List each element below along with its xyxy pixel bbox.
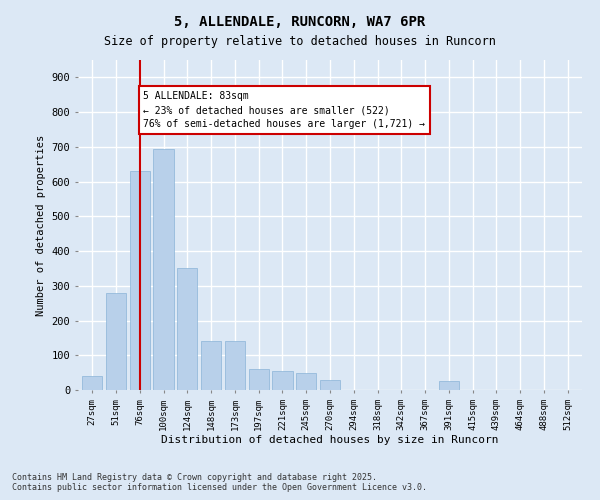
Bar [154,148,173,390]
Bar [248,369,269,390]
Y-axis label: Number of detached properties: Number of detached properties [36,134,46,316]
Bar [177,268,197,390]
Bar [225,342,245,390]
Bar [201,342,221,390]
Bar [82,376,103,390]
Bar [272,371,293,390]
Bar [106,292,126,390]
Bar [130,171,150,390]
Bar [320,380,340,390]
X-axis label: Distribution of detached houses by size in Runcorn: Distribution of detached houses by size … [161,436,499,446]
Text: Contains HM Land Registry data © Crown copyright and database right 2025.
Contai: Contains HM Land Registry data © Crown c… [12,473,427,492]
Text: 5, ALLENDALE, RUNCORN, WA7 6PR: 5, ALLENDALE, RUNCORN, WA7 6PR [175,15,425,29]
Text: Size of property relative to detached houses in Runcorn: Size of property relative to detached ho… [104,35,496,48]
Bar [296,372,316,390]
Text: 5 ALLENDALE: 83sqm
← 23% of detached houses are smaller (522)
76% of semi-detach: 5 ALLENDALE: 83sqm ← 23% of detached hou… [143,92,425,130]
Bar [439,382,459,390]
